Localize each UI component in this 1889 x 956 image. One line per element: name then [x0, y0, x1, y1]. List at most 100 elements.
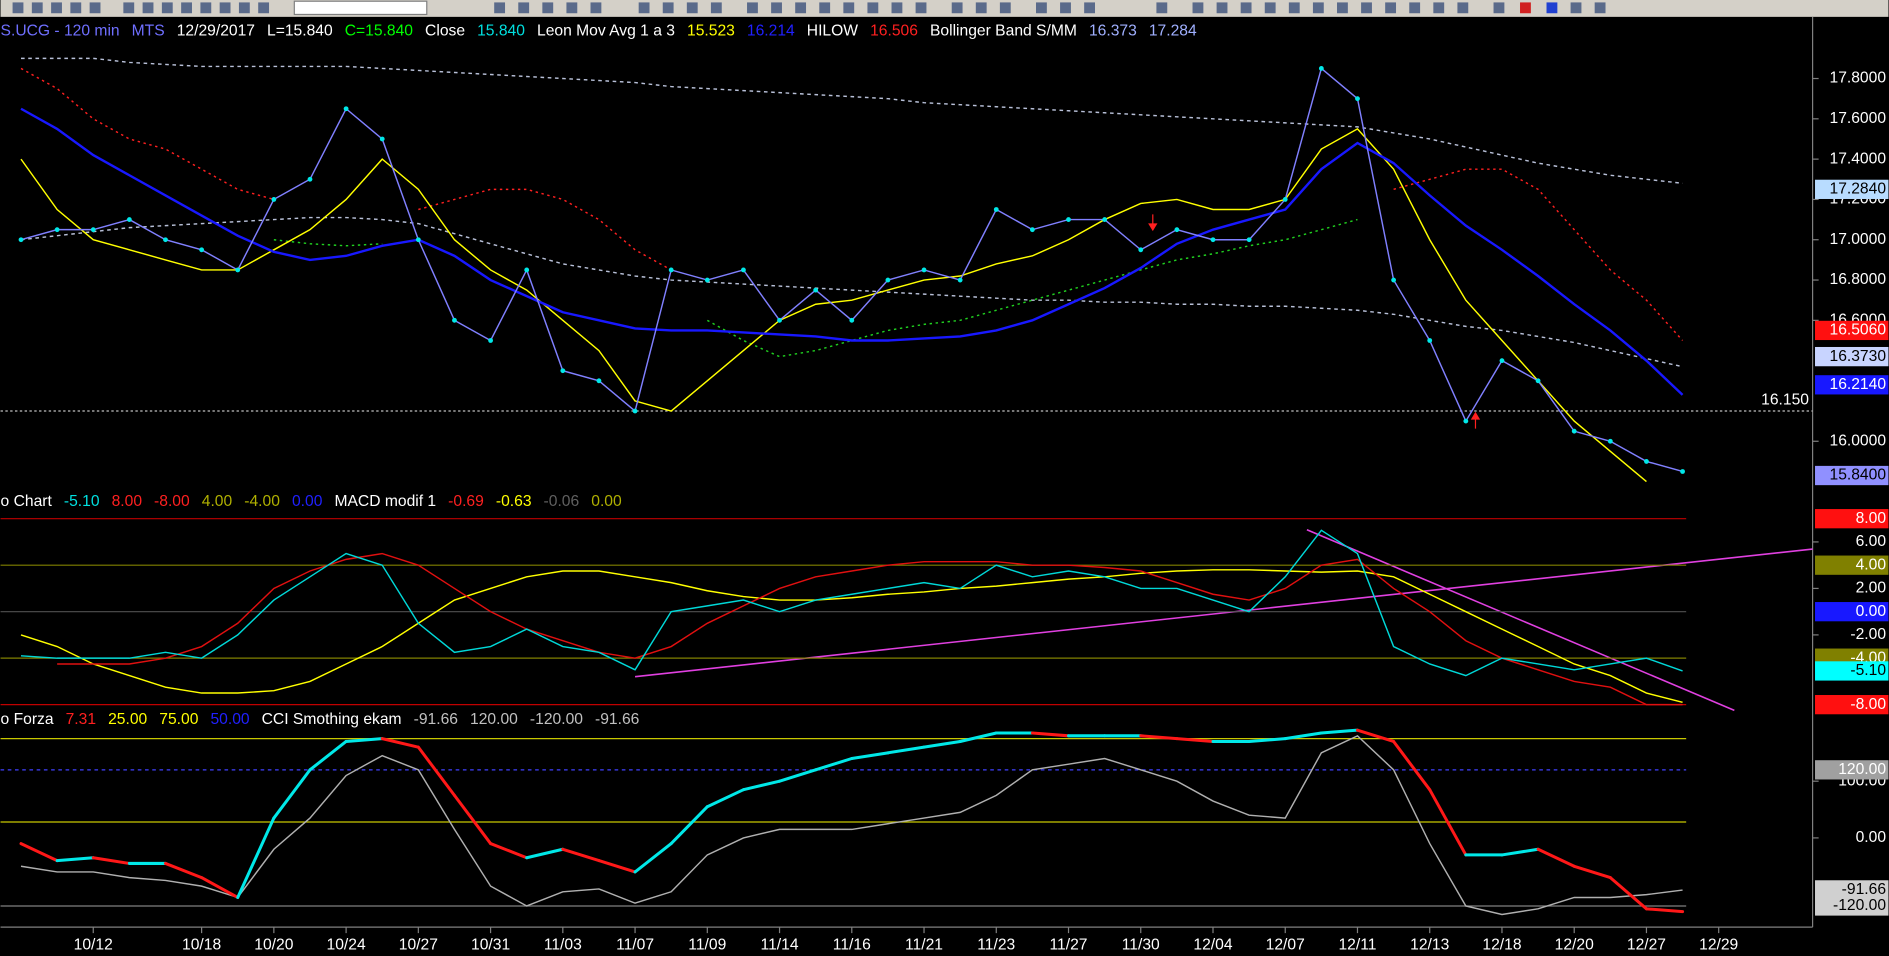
close-point — [54, 227, 60, 233]
value-box-label: 16.5060 — [1830, 322, 1887, 339]
close-point — [271, 197, 277, 202]
series-segment — [814, 756, 854, 772]
value-box — [1815, 760, 1889, 780]
legend-entry: 12/29/2017 — [177, 22, 255, 39]
x-tick-label: 10/27 — [399, 936, 438, 953]
x-tick-label: 12/27 — [1627, 936, 1666, 953]
series-segment — [1355, 728, 1396, 743]
close-point — [1680, 469, 1685, 474]
legend-entry: Leon Mov Avg 1 a 3 — [537, 22, 675, 39]
series-segment — [163, 861, 204, 880]
close-point — [1138, 247, 1144, 253]
series-segment — [1500, 847, 1540, 857]
x-tick-label: 12/20 — [1555, 936, 1594, 953]
value-box-label: -5.10 — [1850, 662, 1886, 679]
value-box-label: -8.00 — [1850, 696, 1886, 713]
close-point — [307, 176, 313, 182]
y-tick-label: -2.00 — [1850, 626, 1886, 643]
series-segment — [272, 768, 312, 820]
legend-entry: 0.00 — [591, 493, 622, 510]
y-tick-label: 16.8000 — [1830, 271, 1887, 288]
series-segment — [1536, 847, 1576, 868]
close-point — [560, 368, 566, 374]
y-tick-label: 17.8000 — [1830, 70, 1887, 87]
x-tick-label: 11/21 — [905, 936, 943, 953]
series-line — [273, 218, 1358, 358]
legend-entry: -0.69 — [448, 493, 484, 510]
series-segment — [236, 816, 276, 899]
x-tick-label: 11/27 — [1050, 936, 1088, 953]
series-segment — [452, 793, 493, 846]
value-box — [1815, 880, 1889, 900]
close-point — [921, 267, 927, 273]
close-point — [199, 247, 205, 253]
x-tick-label: 12/29 — [1699, 936, 1738, 953]
series-segment — [416, 745, 456, 797]
series-segment — [1247, 737, 1287, 743]
x-tick-label: 10/12 — [74, 936, 113, 953]
value-box-label: 16.3730 — [1830, 348, 1887, 365]
legend-entry: -120.00 — [530, 711, 583, 728]
close-point — [957, 277, 963, 283]
value-box-label: 8.00 — [1856, 510, 1887, 527]
close-point — [1174, 227, 1180, 233]
series-segment — [55, 856, 95, 863]
legend-entry: 15.840 — [477, 22, 525, 39]
legend-entry: 16.373 — [1089, 22, 1137, 39]
value-box — [1815, 375, 1889, 395]
close-point — [1644, 459, 1649, 464]
series-segment — [561, 847, 601, 863]
panel: 16.15017.800017.600017.400017.200017.000… — [0, 22, 1889, 486]
series-segment — [1572, 864, 1612, 880]
series-segment — [958, 731, 998, 743]
close-point — [1607, 438, 1613, 444]
series-segment — [1428, 788, 1468, 857]
close-point — [379, 136, 385, 142]
x-tick-label: 12/11 — [1338, 936, 1376, 953]
series-line — [20, 67, 1684, 341]
series-segment — [200, 876, 240, 899]
close-point — [163, 237, 168, 243]
value-box-label: 16.2140 — [1830, 376, 1887, 393]
y-tick-label: 17.0000 — [1830, 231, 1887, 248]
series-line — [20, 107, 1684, 396]
close-point — [1282, 197, 1288, 202]
y-tick-label: 0.00 — [1856, 829, 1887, 846]
y-tick-label: 16.0000 — [1830, 432, 1887, 449]
legend-entry: C=15.840 — [345, 22, 414, 39]
series-segment — [380, 737, 420, 749]
close-point — [488, 338, 493, 343]
x-tick-label: 11/03 — [544, 936, 582, 953]
series-segment — [669, 805, 709, 846]
value-box-label: 15.8400 — [1830, 467, 1887, 484]
legend-entry: MTS — [132, 22, 165, 39]
x-tick-label: 12/18 — [1482, 936, 1521, 953]
price-line-label: 16.150 — [1761, 391, 1809, 408]
series-segment — [1319, 728, 1359, 735]
series-segment — [1392, 739, 1432, 792]
value-box — [1815, 555, 1889, 575]
series-segment — [633, 842, 673, 874]
x-tick-label: 11/30 — [1122, 936, 1160, 953]
close-point — [90, 227, 96, 233]
close-point — [849, 317, 855, 323]
series-segment — [1283, 731, 1323, 741]
value-box-label: 17.2840 — [1830, 180, 1887, 197]
legend-entry: -0.06 — [544, 493, 580, 510]
series-line — [20, 734, 1683, 916]
x-tick-label: 12/04 — [1193, 936, 1232, 953]
legend-entry: 75.00 — [159, 711, 198, 728]
value-box-label: 4.00 — [1856, 556, 1887, 573]
value-box — [1815, 695, 1889, 715]
x-tick-label: 10/31 — [471, 936, 510, 953]
series-segment — [705, 788, 745, 809]
value-box-label: 120.00 — [1838, 761, 1886, 778]
value-box — [1815, 602, 1889, 622]
series-segment — [489, 842, 529, 860]
legend-entry: MACD modif 1 — [334, 493, 436, 510]
series-segment — [91, 856, 131, 865]
legend-entry: 4.00 — [202, 493, 233, 510]
legend-entry: -91.66 — [595, 711, 640, 728]
